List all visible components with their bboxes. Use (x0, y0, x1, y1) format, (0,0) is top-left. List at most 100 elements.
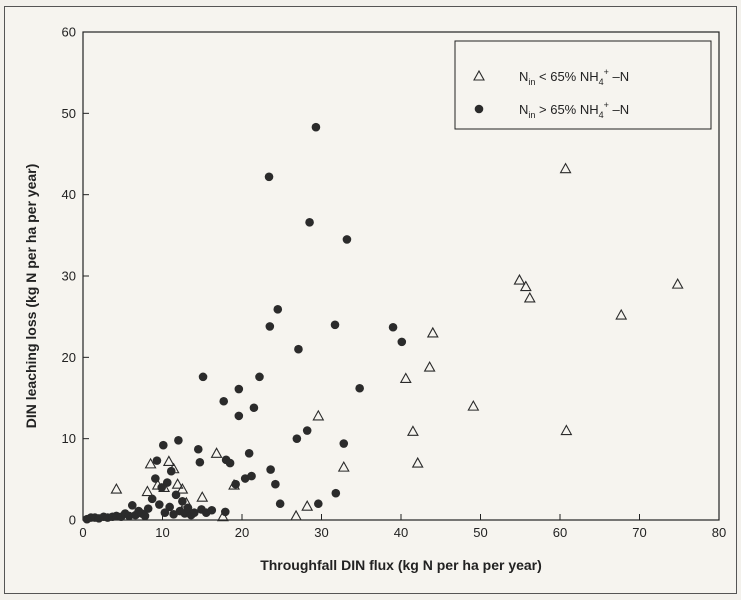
triangle-point (559, 162, 572, 174)
circle-point (143, 504, 153, 513)
legend-label: Nin > 65% NH4+ –N (519, 100, 629, 120)
legend-triangle-marker (473, 69, 485, 81)
circle-point (231, 479, 240, 489)
circle-point (169, 510, 178, 519)
x-tick-label: 70 (632, 525, 646, 540)
circle-point (207, 505, 217, 515)
circle-point (244, 449, 254, 458)
x-tick-label: 40 (394, 525, 408, 540)
circle-point (397, 337, 407, 347)
data-points (82, 122, 684, 524)
x-tick-label: 0 (79, 525, 86, 540)
circle-point (124, 511, 134, 521)
circle-point (198, 372, 208, 382)
x-tick-label: 30 (314, 525, 328, 540)
y-axis-title: DIN leaching loss (kg N per ha per year) (23, 164, 39, 429)
triangle-point (171, 478, 184, 489)
triangle-point (290, 509, 302, 521)
triangle-point (411, 456, 424, 468)
circle-point (160, 508, 170, 517)
x-tick-label: 60 (553, 525, 567, 540)
legend: Nin < 65% NH4+ –N Nin > 65% NH4+ –N (454, 40, 712, 130)
circle-point (255, 372, 264, 382)
circle-point (155, 500, 164, 509)
triangle-point (423, 360, 436, 372)
x-tick-label: 20 (235, 525, 249, 540)
circle-point (147, 494, 157, 504)
triangle-point (560, 424, 573, 436)
y-tick-label: 10 (62, 431, 76, 446)
circle-point (342, 235, 352, 244)
circle-point (178, 496, 187, 506)
triangle-point (196, 491, 209, 502)
circle-point (174, 435, 183, 445)
circle-point (158, 440, 168, 450)
circle-point (302, 426, 312, 435)
x-axis-title: Throughfall DIN flux (kg N per ha per ye… (260, 557, 542, 573)
circle-point (152, 456, 162, 465)
circle-point (225, 458, 235, 468)
circle-point (311, 122, 321, 132)
circle-point (264, 172, 274, 182)
y-tick-label: 50 (62, 106, 76, 121)
circle-point (330, 320, 340, 330)
x-tick-label: 50 (473, 525, 487, 540)
triangle-point (216, 510, 229, 522)
circle-point (294, 344, 303, 354)
triangle-point (162, 455, 175, 466)
circle-point (151, 474, 160, 483)
triangle-point (671, 278, 684, 289)
circle-point (305, 218, 314, 227)
circle-point (265, 322, 275, 331)
x-tick-label: 80 (712, 525, 726, 540)
circle-point (190, 508, 199, 517)
circle-point (271, 479, 280, 489)
circle-point (234, 384, 244, 394)
circle-point (266, 465, 275, 474)
circle-point (195, 457, 205, 467)
triangle-point (615, 308, 628, 320)
triangle-point (523, 291, 536, 303)
legend-label: Nin < 65% NH4+ –N (519, 67, 629, 87)
circle-point (234, 411, 244, 421)
triangle-point (210, 447, 223, 458)
circle-point (162, 478, 172, 487)
tick-labels: 0 10 20 30 40 50 60 70 80 0 10 20 30 40 50 60 (62, 25, 727, 541)
scatter-chart: 0 10 20 30 40 50 60 70 80 0 10 20 30 40 50 60 Throughfa… (23, 25, 727, 574)
circle-point (157, 483, 167, 492)
circle-point (249, 403, 259, 413)
triangle-point (519, 280, 532, 292)
circle-point (247, 471, 256, 481)
circle-point (221, 507, 230, 517)
y-tick-label: 30 (62, 269, 76, 284)
triangle-point (301, 500, 314, 511)
y-tick-label: 20 (62, 350, 76, 365)
circle-point (292, 434, 302, 443)
circle-point (171, 490, 181, 500)
triangle-point (406, 425, 419, 436)
triangle-point (399, 372, 412, 384)
circle-point (339, 439, 349, 448)
circle-point (355, 383, 364, 393)
circle-point (183, 503, 193, 513)
legend-box (454, 40, 712, 130)
triangle-point (337, 461, 350, 472)
circle-point (275, 499, 285, 509)
circle-point (166, 466, 176, 476)
circle-point (219, 396, 229, 406)
triangle-point (467, 400, 480, 411)
circle-point (165, 502, 174, 512)
circle-point (127, 501, 137, 510)
y-tick-label: 40 (62, 187, 76, 202)
triangle-point (144, 457, 157, 469)
circle-point (140, 511, 150, 521)
chart-frame: 0 10 20 30 40 50 60 70 80 0 10 20 30 40 50 60 Throughfa… (4, 6, 737, 594)
legend-circle-marker (474, 104, 484, 114)
y-tick-label: 0 (69, 513, 76, 528)
y-tick-label: 60 (62, 25, 76, 40)
circle-point (273, 305, 283, 314)
circle-point (388, 322, 398, 332)
triangle-point (513, 273, 526, 285)
triangle-point (141, 485, 154, 497)
triangle-point (110, 482, 123, 494)
